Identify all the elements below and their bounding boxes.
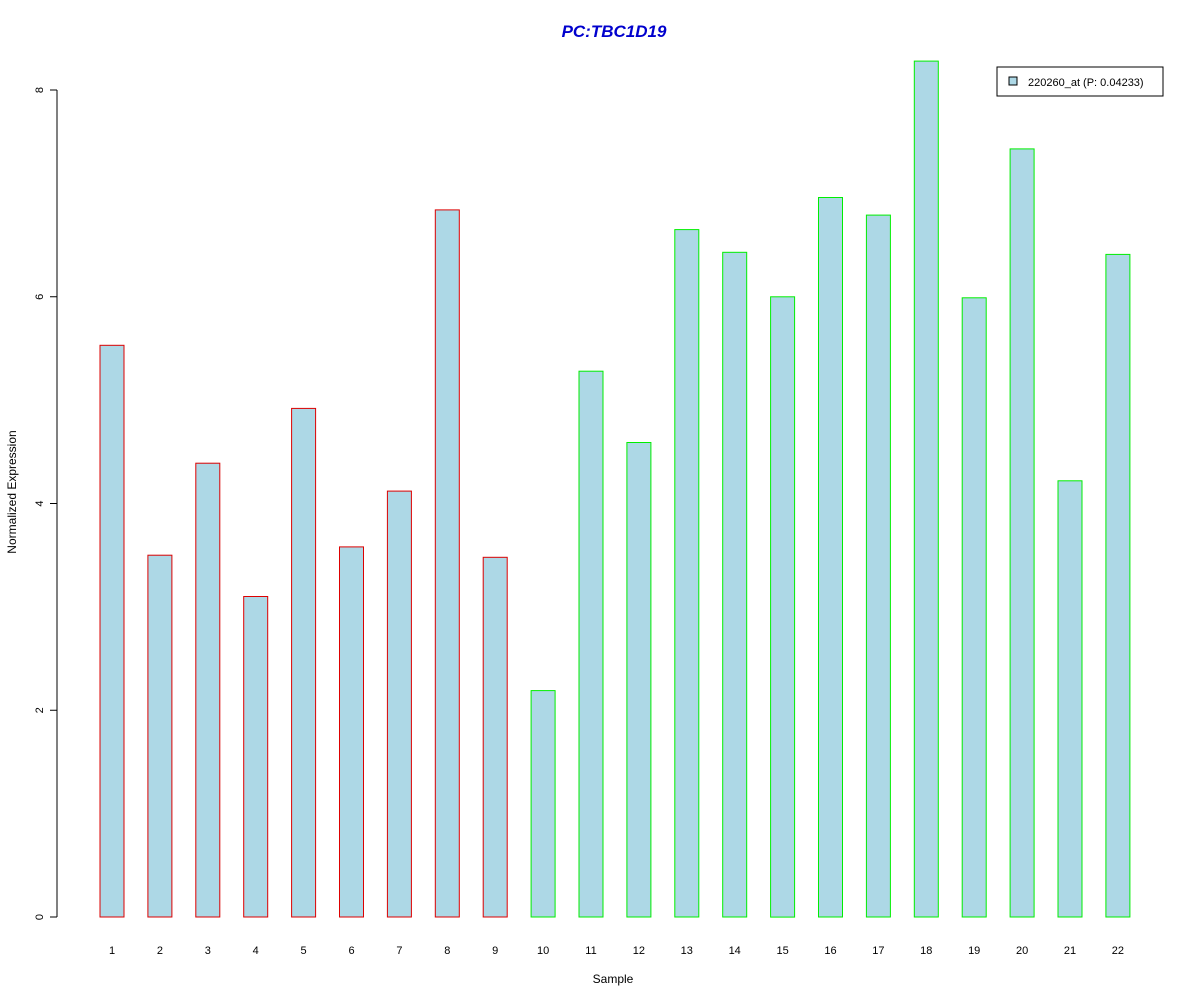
bar (626, 442, 652, 918)
bar (339, 546, 364, 918)
x-axis-label: Sample (593, 972, 634, 986)
y-axis-label: Normalized Expression (5, 430, 19, 553)
x-tick-label: 1 (109, 945, 115, 957)
y-tick-label: 2 (34, 707, 46, 713)
x-tick-label: 5 (301, 945, 307, 957)
legend-entry-label: 220260_at (P: 0.04233) (1028, 77, 1144, 89)
x-tick-label: 3 (205, 945, 211, 957)
x-tick-label: 7 (396, 945, 402, 957)
x-tick-label: 10 (537, 945, 549, 957)
x-tick-labels: 1 2 3 4 5 6 7 8 9 10 11 12 13 14 15 16 17 18 19 20 21 22 (109, 945, 1124, 957)
x-tick-label: 16 (824, 945, 836, 957)
bar-series (99, 60, 1131, 918)
x-tick-label: 20 (1016, 945, 1028, 957)
x-tick-label: 13 (681, 945, 693, 957)
bar (1057, 480, 1083, 918)
bar (722, 251, 748, 918)
x-tick-label: 9 (492, 945, 498, 957)
bar (243, 596, 269, 918)
bar (99, 344, 125, 918)
y-tick-label: 0 (34, 914, 46, 920)
legend-swatch (1008, 76, 1018, 86)
bar (530, 690, 556, 918)
x-tick-label: 8 (444, 945, 450, 957)
bar (386, 490, 412, 918)
bar (674, 229, 700, 918)
y-tick-label: 6 (34, 294, 46, 300)
bar (482, 556, 508, 918)
x-tick-label: 22 (1112, 945, 1124, 957)
x-tick-label: 19 (968, 945, 980, 957)
x-tick-label: 21 (1064, 945, 1076, 957)
bar (1009, 148, 1035, 918)
x-tick-label: 2 (157, 945, 163, 957)
x-tick-label: 4 (253, 945, 259, 957)
x-tick-label: 12 (633, 945, 645, 957)
legend-box (996, 66, 1164, 97)
legend: 220260_at (P: 0.04233) (996, 66, 1164, 97)
x-tick-label: 18 (920, 945, 932, 957)
x-tick-label: 6 (348, 945, 354, 957)
x-tick-label: 14 (729, 945, 741, 957)
bar (770, 296, 796, 918)
bar (961, 297, 987, 918)
x-tick-label: 17 (872, 945, 884, 957)
bar (147, 554, 173, 918)
x-tick-label: 15 (776, 945, 788, 957)
bar (865, 214, 891, 918)
bar (913, 60, 939, 918)
chart-title: PC:TBC1D19 (562, 22, 667, 41)
bar (578, 370, 604, 918)
y-tick-label: 4 (34, 500, 46, 506)
bar (434, 209, 460, 918)
bar (818, 197, 843, 918)
bar (1105, 253, 1131, 918)
y-tick-label: 8 (34, 87, 46, 93)
y-axis: 0 2 4 6 8 (34, 87, 58, 920)
x-tick-label: 11 (585, 945, 596, 957)
bar (195, 462, 221, 918)
bar (291, 407, 317, 918)
